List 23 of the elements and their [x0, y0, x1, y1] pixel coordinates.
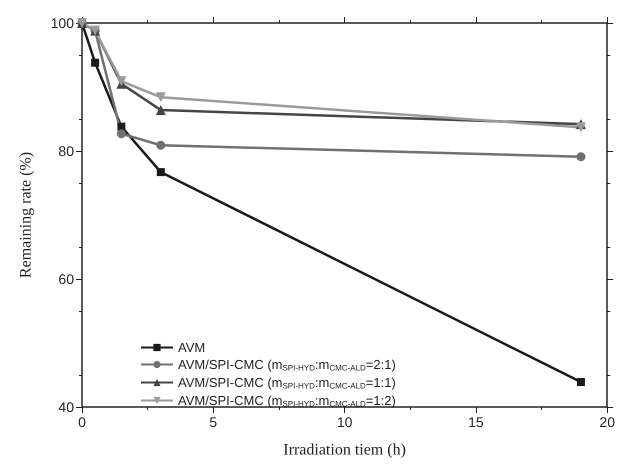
y-tick-label: 100 — [50, 15, 74, 31]
point — [116, 129, 126, 138]
y-tick-label: 40 — [58, 399, 74, 415]
x-tick-label: 5 — [209, 414, 218, 430]
x-axis-title: Irradiation tiem (h) — [283, 442, 406, 458]
x-tick-label: 0 — [78, 414, 86, 430]
y-tick-label: 60 — [58, 271, 74, 287]
x-tick-label: 20 — [599, 414, 616, 430]
x-tick-label: 15 — [468, 414, 484, 430]
point — [576, 378, 585, 386]
point — [117, 122, 126, 131]
y-tick-label: 80 — [58, 143, 74, 159]
point — [156, 168, 165, 176]
point — [156, 105, 166, 116]
y-axis-title: Remaining rate (%) — [18, 152, 34, 278]
point — [576, 152, 586, 162]
point — [116, 76, 126, 86]
point — [156, 140, 166, 150]
point — [91, 58, 100, 67]
x-tick-label: 10 — [336, 414, 353, 430]
point — [576, 122, 586, 132]
point — [156, 92, 166, 102]
legend-label: AVM — [178, 340, 206, 355]
